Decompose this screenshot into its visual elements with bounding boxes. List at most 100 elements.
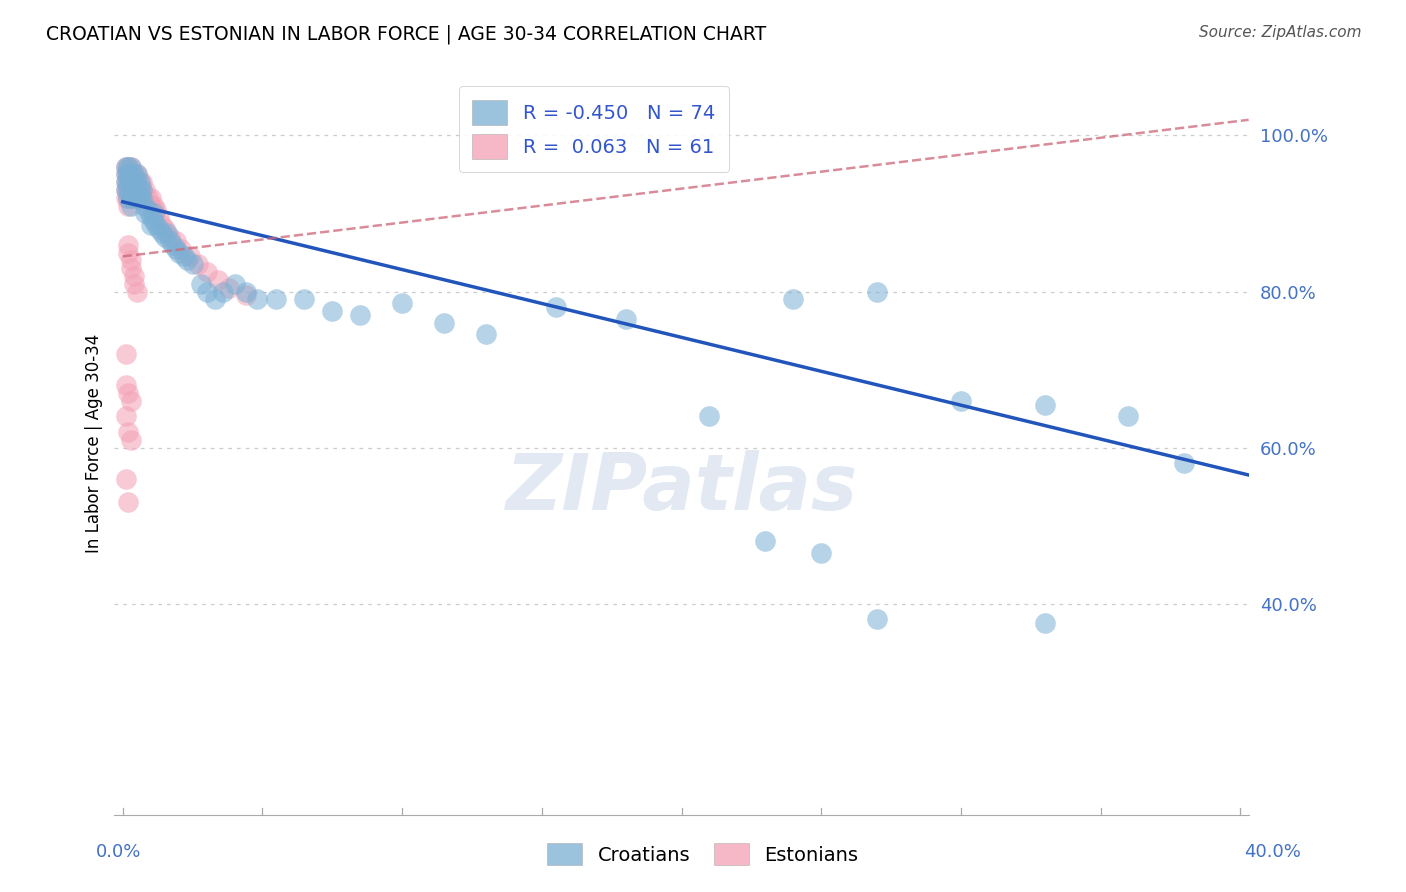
Text: CROATIAN VS ESTONIAN IN LABOR FORCE | AGE 30-34 CORRELATION CHART: CROATIAN VS ESTONIAN IN LABOR FORCE | AG… — [46, 25, 766, 45]
Point — [117, 495, 139, 509]
Point — [181, 257, 204, 271]
Point — [321, 304, 343, 318]
Point — [125, 168, 148, 182]
Point — [125, 175, 148, 189]
Point — [125, 175, 148, 189]
Point — [266, 293, 288, 307]
Point — [866, 285, 889, 299]
Point — [433, 316, 456, 330]
Point — [167, 245, 190, 260]
Point — [131, 183, 153, 197]
Point — [122, 191, 145, 205]
Point — [120, 168, 142, 182]
Point — [139, 199, 162, 213]
Y-axis label: In Labor Force | Age 30-34: In Labor Force | Age 30-34 — [86, 334, 103, 553]
Point — [810, 546, 832, 560]
Point — [156, 226, 179, 240]
Point — [117, 183, 139, 197]
Point — [122, 168, 145, 182]
Point — [117, 168, 139, 182]
Point — [120, 183, 142, 197]
Point — [120, 183, 142, 197]
Point — [120, 191, 142, 205]
Point — [754, 534, 776, 549]
Point — [114, 191, 136, 205]
Point — [136, 191, 159, 205]
Point — [1118, 409, 1140, 424]
Point — [165, 242, 187, 256]
Point — [224, 277, 246, 291]
Point — [117, 237, 139, 252]
Point — [699, 409, 721, 424]
Point — [125, 285, 148, 299]
Point — [122, 175, 145, 189]
Point — [187, 257, 209, 271]
Point — [114, 160, 136, 174]
Point — [117, 175, 139, 189]
Point — [117, 175, 139, 189]
Point — [114, 472, 136, 486]
Point — [153, 230, 176, 244]
Point — [125, 191, 148, 205]
Point — [349, 308, 371, 322]
Point — [614, 311, 637, 326]
Point — [153, 222, 176, 236]
Point — [235, 285, 257, 299]
Point — [114, 183, 136, 197]
Point — [159, 230, 181, 244]
Point — [117, 425, 139, 439]
Point — [235, 288, 257, 302]
Point — [117, 191, 139, 205]
Point — [128, 175, 150, 189]
Point — [114, 160, 136, 174]
Point — [122, 183, 145, 197]
Point — [114, 347, 136, 361]
Point — [1033, 616, 1056, 631]
Point — [122, 175, 145, 189]
Point — [1173, 456, 1195, 470]
Point — [122, 277, 145, 291]
Point — [150, 218, 173, 232]
Point — [246, 293, 269, 307]
Point — [145, 202, 167, 217]
Point — [128, 175, 150, 189]
Point — [142, 199, 165, 213]
Point — [949, 393, 972, 408]
Point — [117, 386, 139, 401]
Point — [134, 183, 156, 197]
Point — [125, 168, 148, 182]
Point — [114, 175, 136, 189]
Point — [114, 409, 136, 424]
Point — [162, 237, 184, 252]
Text: 40.0%: 40.0% — [1244, 843, 1301, 861]
Point — [782, 293, 804, 307]
Text: Source: ZipAtlas.com: Source: ZipAtlas.com — [1198, 25, 1361, 40]
Point — [148, 211, 170, 225]
Point — [148, 222, 170, 236]
Point — [120, 191, 142, 205]
Point — [117, 160, 139, 174]
Point — [117, 199, 139, 213]
Point — [173, 249, 195, 263]
Point — [142, 214, 165, 228]
Point — [114, 168, 136, 182]
Point — [866, 612, 889, 626]
Point — [207, 273, 229, 287]
Point — [120, 160, 142, 174]
Point — [544, 300, 567, 314]
Point — [159, 234, 181, 248]
Point — [212, 285, 235, 299]
Point — [120, 168, 142, 182]
Point — [120, 253, 142, 268]
Point — [114, 175, 136, 189]
Point — [128, 191, 150, 205]
Point — [120, 175, 142, 189]
Point — [142, 206, 165, 220]
Text: ZIPatlas: ZIPatlas — [505, 450, 858, 526]
Point — [128, 183, 150, 197]
Point — [125, 183, 148, 197]
Point — [150, 226, 173, 240]
Point — [117, 160, 139, 174]
Point — [117, 191, 139, 205]
Point — [114, 378, 136, 392]
